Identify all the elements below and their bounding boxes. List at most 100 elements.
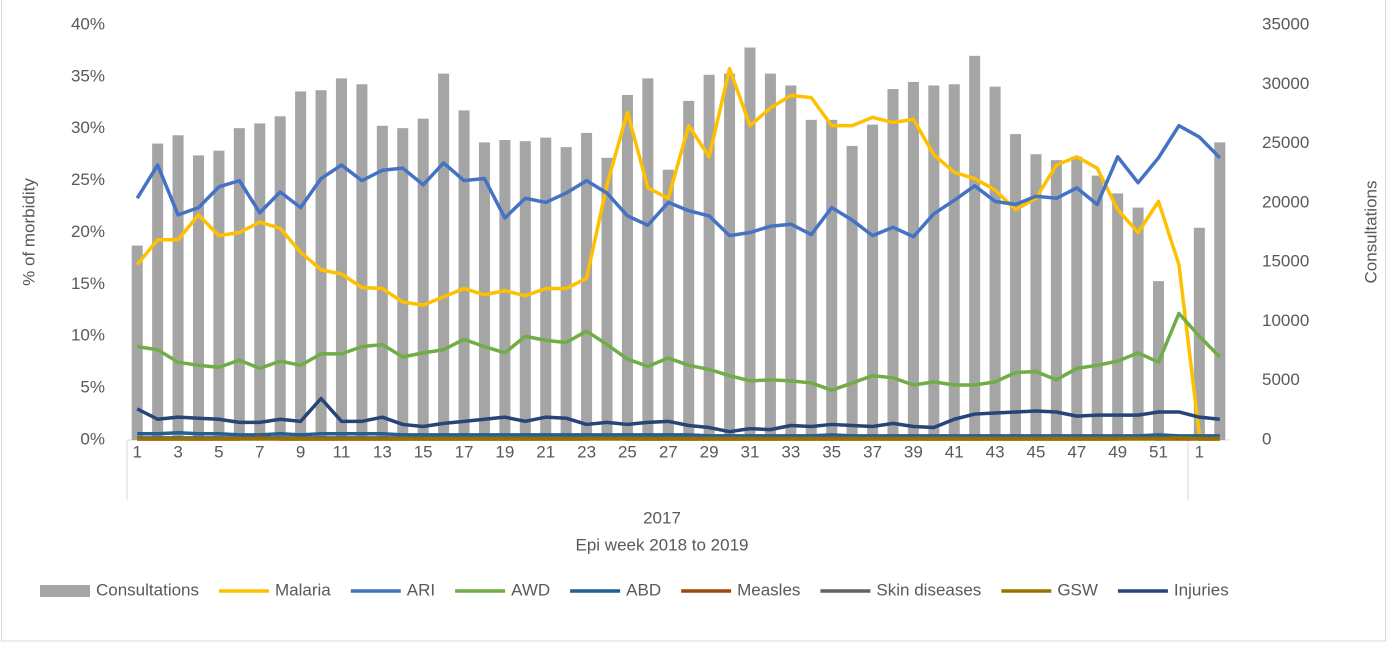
y2-tick-label: 25000 <box>1262 133 1309 152</box>
bar <box>1132 207 1144 440</box>
legend-label: Consultations <box>96 580 199 599</box>
y-tick-label: 20% <box>71 222 105 241</box>
y2-axis-title: Consultations <box>1361 180 1380 283</box>
bar <box>1050 160 1062 440</box>
x-tick-label: 19 <box>495 442 514 461</box>
line-series <box>136 311 1222 392</box>
y-tick-label: 25% <box>71 170 105 189</box>
x-tick-label: 25 <box>618 442 637 461</box>
x-tick-label: 43 <box>986 442 1005 461</box>
line-series <box>135 66 1221 440</box>
bar <box>621 94 633 440</box>
line-series <box>137 436 1220 441</box>
legend-label: Malaria <box>275 580 331 599</box>
bar <box>867 124 879 440</box>
y2-tick-label: 30000 <box>1262 74 1309 93</box>
y-tick-label: 10% <box>71 326 105 345</box>
x-tick-label: 1 <box>132 442 141 461</box>
x-tick-label: 9 <box>296 442 305 461</box>
bar <box>295 91 307 441</box>
x-tick-label: 49 <box>1108 442 1127 461</box>
y2-tick-label: 5000 <box>1262 370 1300 389</box>
y-tick-label: 40% <box>71 14 105 33</box>
y2-tick-label: 10000 <box>1262 311 1309 330</box>
legend-label: Injuries <box>1174 580 1229 599</box>
bar <box>683 100 695 440</box>
bar <box>560 147 572 440</box>
line-series <box>137 430 1220 438</box>
x-tick-label: 39 <box>904 442 923 461</box>
bar <box>233 128 245 440</box>
bar <box>376 125 388 441</box>
bar <box>724 73 736 440</box>
y-axis-title: % of morbidity <box>19 178 38 286</box>
y-tick-label: 35% <box>71 66 105 85</box>
bar <box>1214 142 1226 440</box>
x-tick-label: 15 <box>414 442 433 461</box>
bar <box>1112 193 1124 440</box>
bar <box>478 142 490 440</box>
y2-tick-label: 0 <box>1262 429 1271 448</box>
x-tick-label: 35 <box>822 442 841 461</box>
y2-tick-label: 35000 <box>1262 14 1309 33</box>
bar <box>601 157 613 441</box>
legend-swatch <box>40 585 90 597</box>
bar <box>662 169 674 440</box>
bar <box>458 110 470 440</box>
bar <box>826 119 838 440</box>
bar <box>887 89 899 441</box>
y-tick-label: 5% <box>80 378 105 397</box>
bar <box>1010 134 1022 441</box>
y2-tick-label: 20000 <box>1262 192 1309 211</box>
x-tick-label: 5 <box>214 442 223 461</box>
y2-tick-label: 15000 <box>1262 252 1309 271</box>
x-tick-label: 11 <box>333 442 351 461</box>
bar <box>785 85 797 440</box>
bar <box>1091 175 1103 441</box>
legend-label: AWD <box>511 580 550 599</box>
bar <box>846 145 858 440</box>
bar <box>805 119 817 440</box>
group-label: 2017 <box>643 508 681 527</box>
legend-label: ARI <box>407 580 435 599</box>
x-tick-label: 41 <box>945 442 964 461</box>
bar <box>315 90 327 440</box>
bar <box>989 86 1001 441</box>
x-tick-label: 23 <box>577 442 596 461</box>
legend-label: GSW <box>1057 580 1098 599</box>
bar <box>703 74 715 441</box>
x-tick-label: 51 <box>1149 442 1168 461</box>
bar <box>274 116 286 441</box>
y-tick-label: 0% <box>80 429 105 448</box>
legend-label: ABD <box>626 580 661 599</box>
line-series <box>136 396 1220 434</box>
bar <box>764 73 776 440</box>
x-tick-label: 33 <box>781 442 800 461</box>
bar <box>172 135 184 440</box>
x-tick-label: 37 <box>863 442 882 461</box>
bar <box>438 73 450 440</box>
bar <box>417 118 429 441</box>
y-tick-label: 15% <box>71 274 105 293</box>
x-tick-label: 1 <box>1195 442 1204 461</box>
bar <box>519 141 531 440</box>
line-series <box>135 123 1222 239</box>
bar <box>642 78 654 440</box>
bar <box>335 78 347 440</box>
x-tick-label: 13 <box>373 442 392 461</box>
x-tick-label: 3 <box>173 442 182 461</box>
x-tick-label: 45 <box>1026 442 1045 461</box>
bar <box>152 143 164 441</box>
x-tick-label: 31 <box>741 442 760 461</box>
bar <box>581 132 593 440</box>
x-tick-label: 17 <box>455 442 474 461</box>
x-tick-label: 27 <box>659 442 678 461</box>
bar <box>907 81 919 441</box>
legend-label: Measles <box>737 580 800 599</box>
bar <box>969 55 981 440</box>
x-tick-label: 47 <box>1067 442 1086 461</box>
bar <box>948 84 960 441</box>
bar <box>397 128 409 440</box>
